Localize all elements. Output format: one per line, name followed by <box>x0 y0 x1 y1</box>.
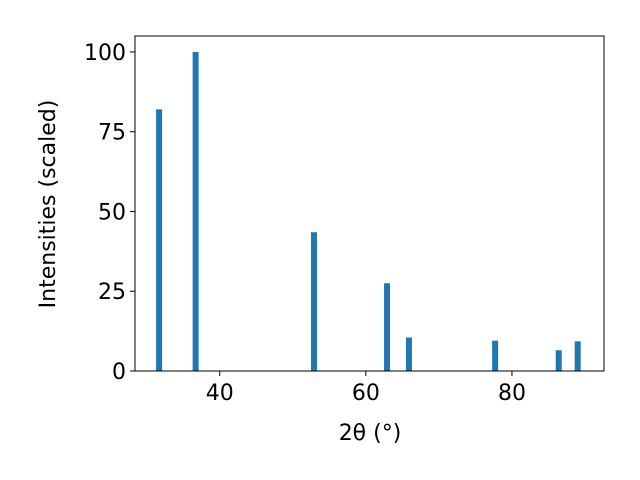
x-tick-label: 80 <box>498 381 526 406</box>
y-tick-label: 50 <box>98 200 126 225</box>
bar <box>384 283 391 371</box>
y-tick-label: 100 <box>84 41 126 66</box>
x-tick-label: 40 <box>206 381 234 406</box>
bar <box>555 350 562 371</box>
y-tick-label: 25 <box>98 280 126 305</box>
plot-frame <box>134 35 605 372</box>
bar <box>405 337 412 371</box>
bar <box>310 232 317 371</box>
bar <box>492 340 499 371</box>
y-tick-label: 0 <box>112 360 126 385</box>
y-axis-label: Intensities (scaled) <box>36 100 61 309</box>
bar <box>156 109 163 371</box>
x-axis-label: 2θ (°) <box>339 421 402 446</box>
bar <box>574 341 581 371</box>
x-tick-label: 60 <box>352 381 380 406</box>
y-tick-label: 75 <box>98 121 126 146</box>
bar <box>192 51 199 371</box>
